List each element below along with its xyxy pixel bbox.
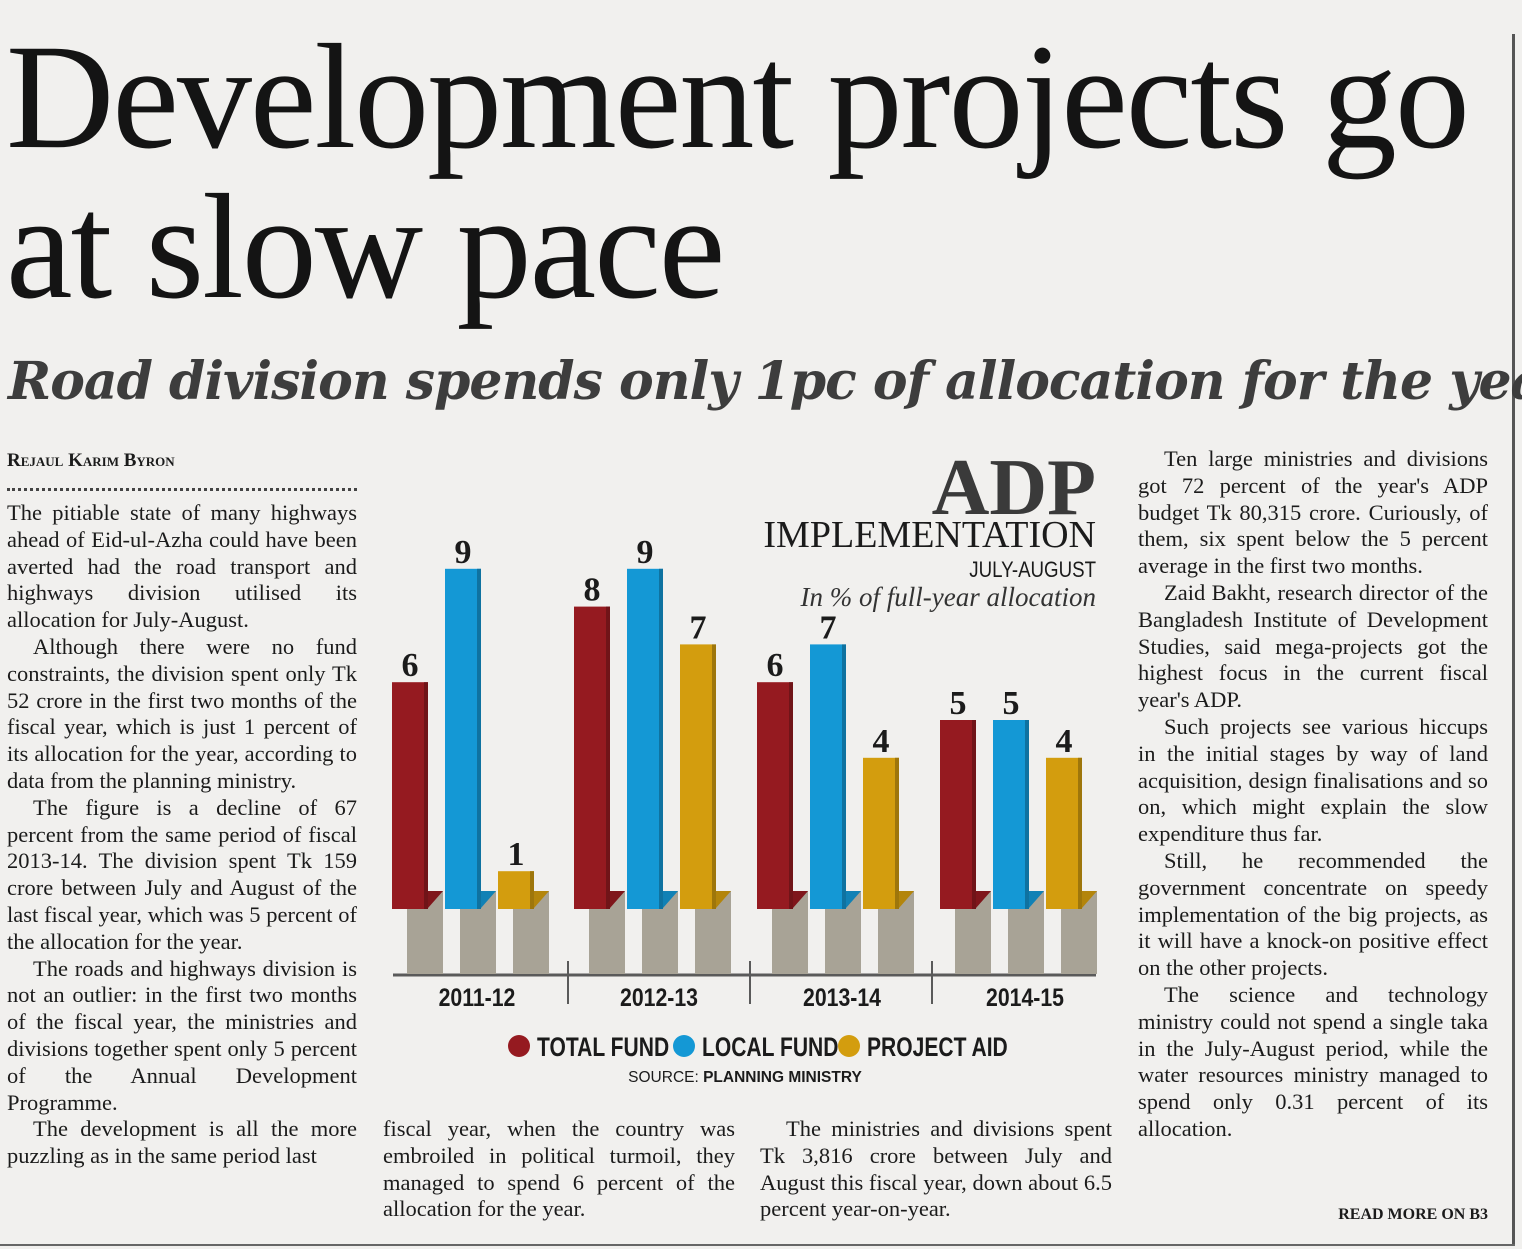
bar-shadow-edge	[789, 682, 793, 909]
bar-value-label: 7	[690, 609, 707, 646]
body-column-1: The pitiable state of many highways ahea…	[7, 500, 357, 1170]
body-column-2: fiscal year, when the country was embroi…	[383, 1116, 735, 1223]
body-column-4: Ten large ministries and divisions got 7…	[1138, 446, 1488, 1143]
bar-shadow-edge	[842, 644, 846, 909]
read-more-link[interactable]: READ MORE ON B3	[1338, 1206, 1488, 1223]
bar-pedestal-facet	[428, 891, 443, 908]
bar-shadow-edge	[895, 757, 899, 909]
bar-shadow-edge	[1025, 720, 1029, 909]
bar-total-fund	[574, 606, 610, 909]
chart-period: JULY-AUGUST	[969, 557, 1096, 582]
paragraph: Although there were no fund constraints,…	[7, 633, 357, 793]
category-label: 2011-12	[439, 983, 516, 1011]
headline: Development projects go at slow pace	[6, 14, 1470, 330]
category-label: 2013-14	[803, 983, 881, 1011]
legend-swatch	[508, 1035, 530, 1057]
bar-value-label: 9	[637, 534, 654, 571]
bar-shadow-edge	[1078, 757, 1082, 909]
bar-pedestal-facet	[793, 891, 808, 908]
bar-local-fund	[810, 644, 846, 909]
bar-shadow-edge	[972, 720, 976, 909]
legend-label: TOTAL FUND	[537, 1033, 669, 1063]
bar-local-fund	[627, 568, 663, 909]
bar-shadow-edge	[712, 644, 716, 909]
bar-value-label: 4	[1056, 723, 1073, 760]
category-label: 2014-15	[986, 983, 1064, 1011]
byline-divider	[7, 488, 357, 491]
bar-value-label: 5	[1003, 685, 1020, 722]
bar-pedestal-facet	[663, 891, 678, 908]
bar-shadow-edge	[424, 682, 428, 909]
chart-source: SOURCE: PLANNING MINISTRY	[560, 1069, 930, 1087]
subhead: Road division spends only 1pc of allocat…	[8, 351, 1522, 412]
bar-local-fund	[445, 568, 481, 909]
bar-shadow-edge	[659, 568, 663, 909]
legend-label: PROJECT AID	[867, 1033, 1008, 1063]
bar-total-fund	[940, 720, 976, 909]
bar-pedestal-facet	[1082, 891, 1097, 908]
bar-value-label: 5	[950, 685, 967, 722]
paragraph: The ministries and divisions spent Tk 3,…	[760, 1116, 1112, 1222]
source-prefix: SOURCE:	[628, 1069, 699, 1086]
legend-label: LOCAL FUND	[702, 1033, 838, 1063]
bar-project-aid	[498, 871, 534, 909]
bar-value-label: 9	[455, 534, 472, 571]
bar-pedestal-facet	[610, 891, 625, 908]
chart-subtitle: IMPLEMENTATION	[763, 514, 1096, 556]
paragraph: Ten large ministries and divisions got 7…	[1138, 446, 1488, 579]
bar-total-fund	[757, 682, 793, 909]
chart-unit-note: In % of full-year allocation	[800, 582, 1096, 612]
bar-pedestal-facet	[899, 891, 914, 908]
bar-pedestal-facet	[534, 891, 549, 908]
paragraph: The roads and highways division is not a…	[7, 955, 357, 1115]
byline: Rejaul Karim Byron	[7, 450, 175, 471]
body-column-3: The ministries and divisions spent Tk 3,…	[760, 1116, 1112, 1223]
bar-project-aid	[863, 757, 899, 909]
paragraph: Still, he recommended the government con…	[1138, 847, 1488, 981]
legend-swatch	[673, 1035, 695, 1057]
page-edge-bottom	[0, 1244, 1515, 1246]
bar-local-fund	[993, 720, 1029, 909]
bar-shadow-edge	[530, 871, 534, 909]
bar-value-label: 8	[584, 572, 601, 609]
category-label: 2012-13	[620, 983, 698, 1011]
source-name: PLANNING MINISTRY	[703, 1069, 862, 1086]
bar-value-label: 1	[508, 836, 525, 873]
bar-shadow-edge	[606, 606, 610, 909]
bar-pedestal-facet	[846, 891, 861, 908]
paragraph: Such projects see various hiccups in the…	[1138, 713, 1488, 847]
paragraph: The science and technology ministry coul…	[1138, 981, 1488, 1141]
legend-swatch	[838, 1035, 860, 1057]
paragraph: Zaid Bakht, research director of the Ban…	[1138, 579, 1488, 713]
bar-value-label: 4	[873, 723, 890, 760]
paragraph: The figure is a decline of 67 percent fr…	[7, 794, 357, 954]
paragraph: fiscal year, when the country was embroi…	[383, 1116, 735, 1222]
bar-value-label: 6	[402, 647, 419, 684]
bar-project-aid	[680, 644, 716, 909]
bar-value-label: 7	[820, 609, 837, 646]
bar-total-fund	[392, 682, 428, 909]
bar-shadow-edge	[477, 568, 481, 909]
bar-pedestal-facet	[1029, 891, 1044, 908]
chart-title: ADP	[931, 444, 1096, 532]
bar-pedestal-facet	[716, 891, 731, 908]
bar-value-label: 6	[767, 647, 784, 684]
bar-pedestal-facet	[976, 891, 991, 908]
page-edge-right	[1512, 34, 1515, 1246]
paragraph: The pitiable state of many highways ahea…	[7, 500, 357, 633]
paragraph: The development is all the more puzzling…	[7, 1116, 357, 1169]
bar-pedestal-facet	[481, 891, 496, 908]
bar-project-aid	[1046, 757, 1082, 909]
